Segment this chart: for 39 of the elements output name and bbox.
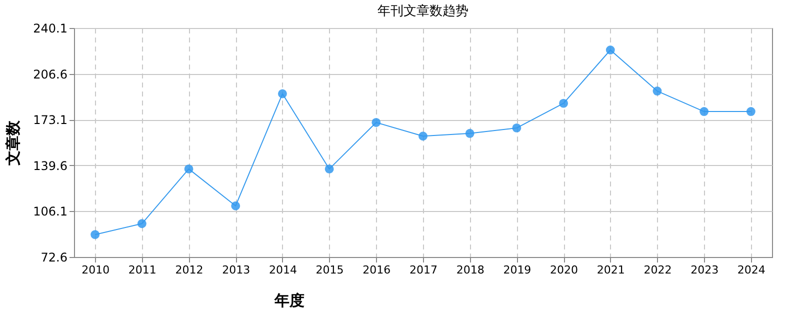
point	[418, 132, 428, 141]
point	[137, 219, 146, 228]
x-tick-label: 2011	[128, 264, 156, 276]
y-tick-label: 72.6	[40, 250, 68, 264]
y-tick-label: 206.6	[33, 67, 68, 82]
point	[465, 128, 474, 138]
y-tick-label: 173.1	[33, 113, 68, 128]
chart-title: 年刊文章数趋势	[378, 4, 468, 19]
point	[90, 230, 100, 240]
x-tick-label: 2013	[222, 264, 250, 276]
x-tick-label: 2020	[550, 264, 578, 276]
point	[652, 86, 662, 96]
x-tick-label: 2010	[82, 264, 110, 276]
y-tick-label: 106.1	[33, 204, 68, 219]
x-tick-label: 2012	[175, 264, 204, 276]
x-tick-label: 2022	[644, 264, 672, 276]
point	[606, 46, 615, 54]
x-tick-label: 2024	[737, 264, 766, 276]
x-tick-label: 2019	[503, 264, 532, 276]
y-axis-title: 文章数	[4, 120, 22, 166]
point	[372, 118, 381, 127]
point	[559, 98, 568, 108]
x-tick-label: 2018	[456, 264, 484, 276]
point	[231, 201, 240, 210]
x-tick-label: 2015	[316, 264, 344, 276]
x-tick-label: 2016	[362, 264, 391, 276]
y-tick-label: 139.6	[33, 158, 68, 173]
point	[512, 123, 522, 132]
x-tick-label: 2017	[410, 264, 438, 276]
x-axis-title: 年度	[274, 292, 304, 310]
x-tick-label: 2021	[596, 264, 625, 276]
point	[278, 89, 287, 98]
point	[746, 107, 756, 116]
x-tick-label: 2023	[690, 264, 719, 276]
x-tick-label: 2014	[268, 264, 297, 276]
y-tick-label: 240.1	[33, 22, 68, 36]
point	[700, 107, 709, 116]
point	[184, 164, 194, 174]
point	[324, 164, 334, 174]
